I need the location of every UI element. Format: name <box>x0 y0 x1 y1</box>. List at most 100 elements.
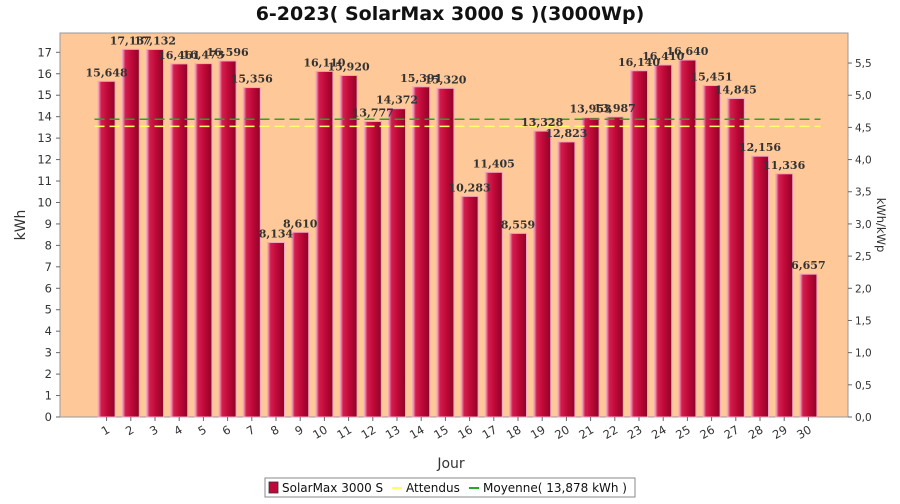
bar-value-label: 16,640 <box>666 45 708 58</box>
bar-day-8 <box>267 242 285 418</box>
x-tick-label: 6 <box>220 422 233 438</box>
bar-day-12 <box>363 120 382 418</box>
y2-tick-label: 1,5 <box>855 315 872 327</box>
bar-value-label: 17,132 <box>134 34 176 47</box>
bar-day-29 <box>775 173 794 418</box>
y-tick-label: 1 <box>45 389 52 403</box>
x-tick-label: 12 <box>359 422 379 441</box>
bar-value-label: 16,461 <box>158 49 200 62</box>
bar-value-label: 16,140 <box>618 56 660 69</box>
bar-day-3 <box>146 48 164 418</box>
x-tick-label: 28 <box>746 422 766 441</box>
legend-label-moyenne: Moyenne( 13,878 kWh ) <box>483 481 627 495</box>
bar-day-15 <box>436 87 455 418</box>
y-tick-label: 5 <box>45 303 52 317</box>
bar-day-4 <box>170 63 189 418</box>
bar-day-28 <box>751 155 769 418</box>
y-tick-label: 4 <box>45 324 52 338</box>
x-tick-label: 15 <box>431 422 451 441</box>
bar-day-16 <box>460 195 479 418</box>
legend: SolarMax 3000 S Attendus Moyenne( 13,878… <box>264 477 636 498</box>
x-tick-label: 23 <box>625 422 645 441</box>
y-axis-title: kWh <box>13 210 29 241</box>
x-tick-label: 8 <box>268 422 281 438</box>
bar-value-label: 11,336 <box>763 159 805 172</box>
bar-day-23 <box>630 70 648 418</box>
reference-lines <box>94 118 821 128</box>
bar-value-label: 15,320 <box>424 73 466 86</box>
y2-tick-label: 5,5 <box>855 58 872 70</box>
bar-value-label: 13,328 <box>521 116 563 129</box>
x-tick-label: 1 <box>99 422 112 438</box>
bar-day-5 <box>194 63 213 418</box>
bar-day-18 <box>509 232 527 418</box>
x-tick-label: 11 <box>334 422 354 441</box>
bar-day-17 <box>484 171 503 418</box>
bar-value-label: 13,987 <box>594 102 636 115</box>
x-tick-label: 16 <box>455 422 475 441</box>
x-axis-title: Jour <box>436 456 465 472</box>
x-tick-label: 7 <box>244 422 257 438</box>
x-tick-label: 4 <box>171 422 184 438</box>
bar-day-13 <box>388 108 406 418</box>
y2-tick-label: 3,5 <box>855 187 872 199</box>
y2-tick-label: 1,0 <box>855 348 872 360</box>
bar-value-label: 13,777 <box>352 106 394 119</box>
bar-value-label: 17,137 <box>110 34 152 47</box>
bar-day-1 <box>97 80 116 418</box>
bar-day-21 <box>581 117 600 418</box>
y-tick-label: 13 <box>37 131 52 145</box>
x-tick-label: 9 <box>292 422 305 438</box>
x-tick-label: 2 <box>123 422 136 438</box>
x-tick-label: 19 <box>528 422 548 441</box>
bar-value-label: 8,610 <box>283 217 318 230</box>
bar-day-14 <box>412 86 431 418</box>
y-tick-label: 15 <box>37 88 52 102</box>
y2-tick-label: 4,5 <box>855 122 872 134</box>
bar-day-6 <box>218 60 237 418</box>
bar-day-22 <box>605 116 624 418</box>
x-tick-label: 30 <box>794 422 814 441</box>
x-axis: 1 2 3 4 5 6 7 8 9 10 11 12 13 14 15 16 17 18 19 20 21 22 23 24 2… <box>99 417 814 442</box>
bar-value-label: 10,283 <box>449 181 491 194</box>
x-tick-label: 20 <box>552 422 572 441</box>
bar-day-10 <box>315 70 334 418</box>
y-tick-label: 10 <box>37 195 52 209</box>
bar-day-7 <box>242 87 261 418</box>
y2-tick-label: 0,0 <box>855 412 872 424</box>
bars <box>97 48 818 418</box>
y2-axis: 0,0 0,5 1,0 1,5 2,0 2,5 3,0 3,5 4,0 4,5 5,0 5,5 <box>848 58 872 424</box>
bar-day-26 <box>702 85 721 418</box>
y2-axis-title: kWh/kWp <box>874 198 888 253</box>
x-tick-label: 22 <box>601 422 621 441</box>
x-tick-label: 27 <box>722 422 742 441</box>
x-tick-label: 24 <box>649 422 669 441</box>
x-tick-label: 14 <box>407 422 427 441</box>
y-tick-label: 12 <box>37 153 52 167</box>
legend-swatch-series <box>268 481 279 494</box>
legend-label-series: SolarMax 3000 S <box>282 481 383 495</box>
y-tick-label: 16 <box>37 67 52 81</box>
bar-value-label: 11,405 <box>473 157 515 170</box>
y-tick-label: 3 <box>45 346 52 360</box>
y-tick-label: 9 <box>45 217 52 231</box>
bar-value-label: 15,451 <box>691 71 733 84</box>
bar-value-label: 6,657 <box>791 259 825 272</box>
bar-value-label: 14,372 <box>376 94 418 107</box>
bar-day-25 <box>678 59 697 418</box>
bar-day-30 <box>799 273 818 418</box>
y2-tick-label: 5,0 <box>855 90 872 102</box>
bar-day-19 <box>533 130 552 418</box>
bar-value-label: 8,134 <box>259 228 294 241</box>
y-tick-label: 11 <box>37 174 52 188</box>
y-tick-label: 7 <box>45 260 52 274</box>
legend-box <box>264 477 636 498</box>
bar-value-label: 16,473 <box>182 49 224 62</box>
bar-day-9 <box>291 231 310 418</box>
x-tick-label: 3 <box>147 422 160 438</box>
y2-tick-label: 3,0 <box>855 219 872 231</box>
x-tick-label: 13 <box>383 422 403 441</box>
bar-value-label: 15,391 <box>400 72 442 85</box>
